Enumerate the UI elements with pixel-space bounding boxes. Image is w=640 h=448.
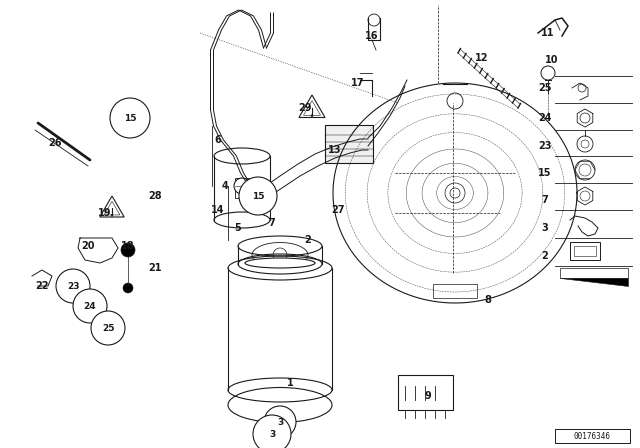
FancyBboxPatch shape bbox=[325, 125, 373, 163]
Text: 7: 7 bbox=[541, 195, 548, 205]
Text: 17: 17 bbox=[351, 78, 365, 88]
Text: 22: 22 bbox=[35, 281, 49, 291]
Text: 3: 3 bbox=[269, 430, 275, 439]
Text: 15: 15 bbox=[252, 191, 264, 201]
Text: 5: 5 bbox=[235, 223, 241, 233]
Text: 23: 23 bbox=[67, 281, 79, 290]
Text: 19: 19 bbox=[99, 208, 112, 218]
Text: 14: 14 bbox=[211, 205, 225, 215]
Text: 00176346: 00176346 bbox=[574, 431, 611, 440]
Polygon shape bbox=[560, 278, 628, 286]
Circle shape bbox=[311, 115, 313, 117]
Text: 16: 16 bbox=[365, 31, 379, 41]
Text: 12: 12 bbox=[476, 53, 489, 63]
Circle shape bbox=[73, 289, 107, 323]
Text: 20: 20 bbox=[81, 241, 95, 251]
Text: 1: 1 bbox=[287, 378, 293, 388]
Ellipse shape bbox=[245, 258, 315, 268]
Text: 24: 24 bbox=[538, 113, 552, 123]
Text: 2: 2 bbox=[541, 251, 548, 261]
Text: 3: 3 bbox=[541, 223, 548, 233]
Text: 25: 25 bbox=[538, 83, 552, 93]
Circle shape bbox=[121, 243, 135, 257]
Text: 8: 8 bbox=[484, 295, 492, 305]
Ellipse shape bbox=[228, 256, 332, 280]
Circle shape bbox=[234, 178, 250, 194]
Circle shape bbox=[111, 214, 113, 216]
Text: 11: 11 bbox=[541, 28, 555, 38]
Circle shape bbox=[253, 415, 291, 448]
Circle shape bbox=[110, 98, 150, 138]
Text: 9: 9 bbox=[424, 391, 431, 401]
Circle shape bbox=[264, 406, 296, 438]
Text: 15: 15 bbox=[124, 113, 136, 122]
Text: 7: 7 bbox=[269, 218, 275, 228]
Text: 25: 25 bbox=[102, 323, 115, 332]
Text: 2: 2 bbox=[305, 235, 312, 245]
Text: 4: 4 bbox=[221, 181, 228, 191]
Text: 18: 18 bbox=[121, 241, 135, 251]
Text: 21: 21 bbox=[148, 263, 162, 273]
Text: 24: 24 bbox=[84, 302, 96, 310]
Circle shape bbox=[91, 311, 125, 345]
Ellipse shape bbox=[214, 148, 270, 164]
Text: 10: 10 bbox=[545, 55, 559, 65]
Text: 15: 15 bbox=[538, 168, 552, 178]
Text: 27: 27 bbox=[332, 205, 345, 215]
Circle shape bbox=[56, 269, 90, 303]
Text: 29: 29 bbox=[298, 103, 312, 113]
Circle shape bbox=[239, 177, 277, 215]
Text: 26: 26 bbox=[48, 138, 61, 148]
Text: 3: 3 bbox=[277, 418, 283, 426]
Text: 28: 28 bbox=[148, 191, 162, 201]
Text: 6: 6 bbox=[214, 135, 221, 145]
Text: 13: 13 bbox=[328, 145, 342, 155]
Circle shape bbox=[123, 283, 133, 293]
Text: 23: 23 bbox=[538, 141, 552, 151]
